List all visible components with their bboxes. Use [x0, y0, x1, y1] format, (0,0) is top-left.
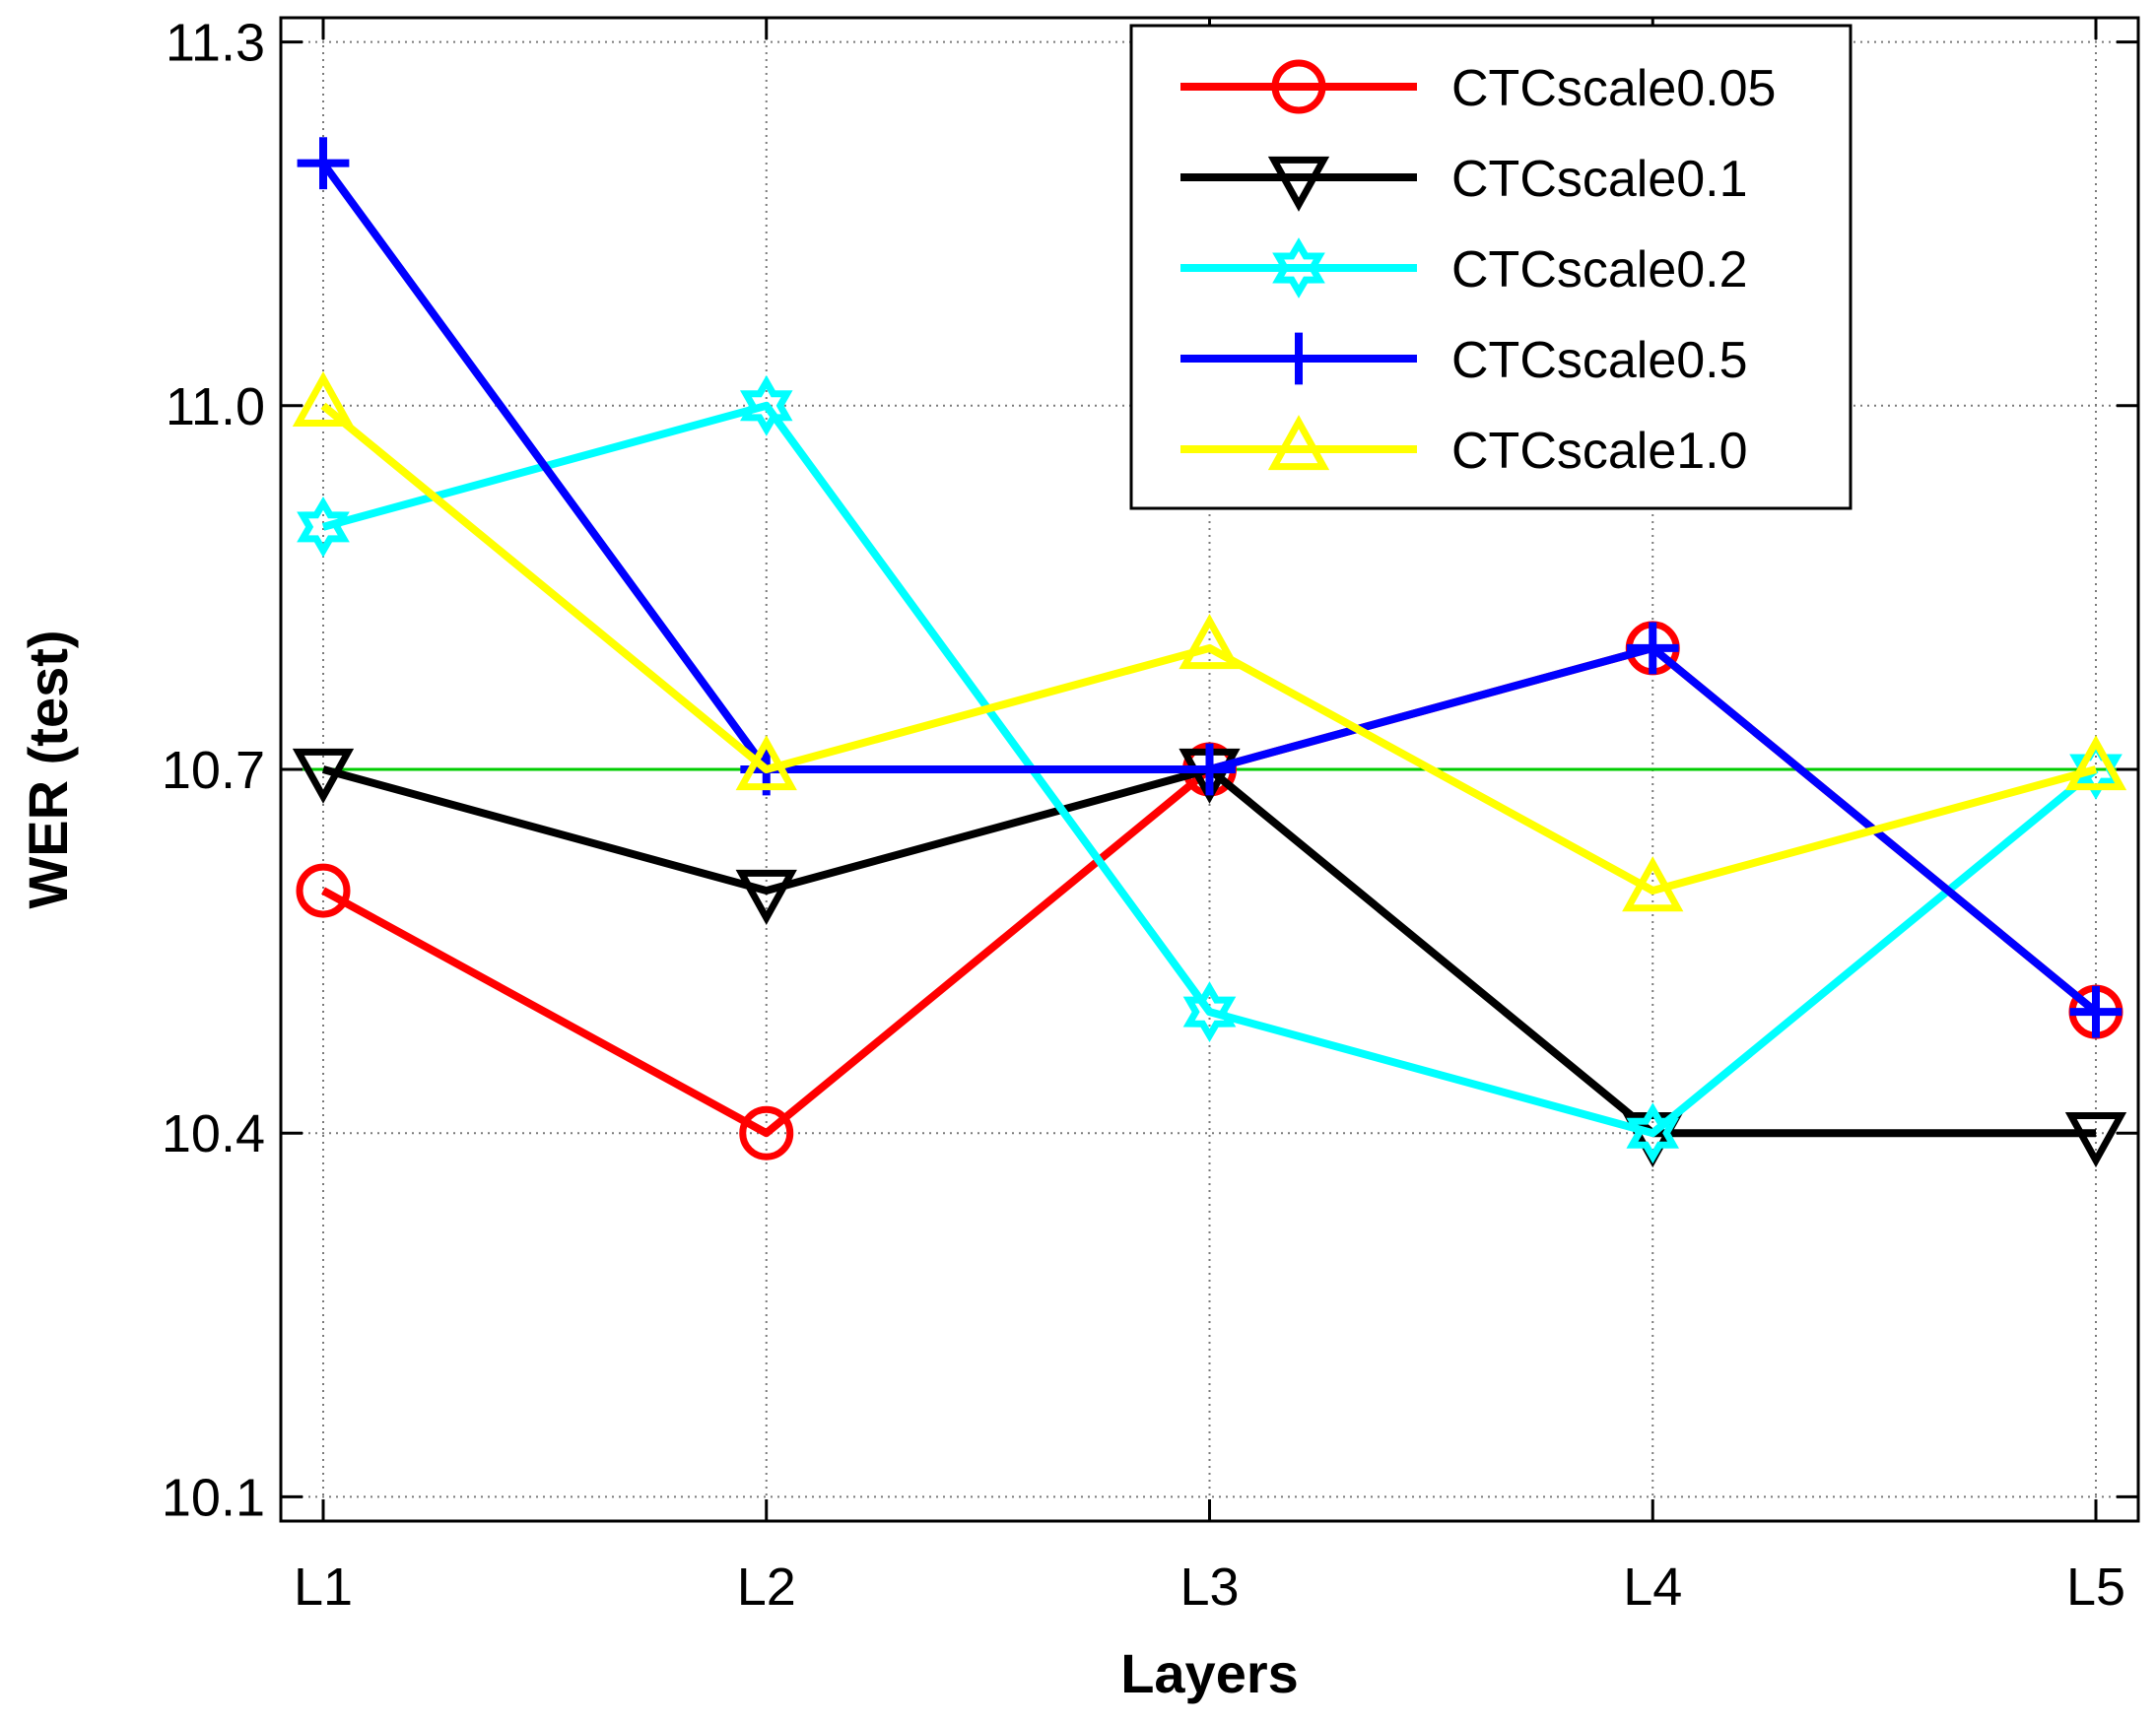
series-line — [321, 765, 2096, 1138]
plus-marker — [1183, 743, 1236, 796]
plus-marker — [297, 137, 350, 190]
y-tick-label: 11.3 — [166, 14, 265, 73]
circle-marker — [1271, 59, 1326, 114]
series-CTCscale0.2 — [297, 374, 2122, 1164]
legend-label: CTCscale0.5 — [1451, 332, 1748, 389]
series-line — [320, 402, 2098, 895]
hexagram-marker — [1626, 1102, 1680, 1164]
y-tick-label: 10.1 — [162, 1468, 265, 1527]
plus-marker — [2069, 985, 2122, 1038]
plus-marker — [1626, 622, 1679, 675]
plus-marker — [1272, 332, 1325, 385]
triangle-down-marker — [2064, 1112, 2127, 1168]
triangle-up-marker — [292, 370, 355, 427]
x-tick-label: L2 — [737, 1558, 796, 1617]
triangle-up-marker — [1179, 614, 1241, 670]
legend-entry: CTCscale0.1 — [1180, 151, 1748, 212]
x-tick-label: L3 — [1179, 1558, 1239, 1617]
series-CTCscale0.05 — [296, 621, 2123, 1160]
series-line — [321, 401, 2099, 1138]
x-tick-label: L5 — [2066, 1558, 2125, 1617]
triangle-down-marker — [735, 869, 797, 925]
hexagram-marker — [1272, 237, 1325, 298]
y-tick-label: 11.0 — [166, 377, 265, 436]
triangle-up-marker — [1267, 415, 1330, 471]
y-axis-title: WER (test) — [17, 630, 79, 908]
legend-label: CTCscale0.05 — [1451, 60, 1776, 117]
triangle-down-marker — [292, 748, 355, 804]
circle-marker — [296, 863, 351, 918]
axes: L1 L2 L3 L4 L5 10.1 10.4 10.7 11.0 11.3 — [162, 14, 2138, 1617]
legend-entry: CTCscale0.5 — [1180, 332, 1748, 389]
x-tick-label: L1 — [294, 1558, 353, 1617]
series-layer — [292, 137, 2127, 1168]
legend-entry: CTCscale1.0 — [1180, 415, 1748, 480]
hexagram-marker — [297, 496, 350, 558]
triangle-up-marker — [1622, 856, 1684, 912]
hexagram-marker — [739, 374, 793, 436]
legend-entry: CTCscale0.05 — [1180, 59, 1776, 117]
triangle-up-marker — [735, 735, 797, 791]
hexagram-marker — [2069, 739, 2122, 800]
x-tick-label: L4 — [1623, 1558, 1682, 1617]
circle-marker — [739, 1105, 794, 1160]
triangle-down-marker — [1267, 156, 1330, 212]
hexagram-marker — [1182, 981, 1237, 1043]
series-CTCscale1.0 — [292, 370, 2127, 912]
legend: CTCscale0.05 CTCscale0.1 CTCscale0.2 CTCsca… — [1129, 24, 1853, 510]
x-axis-title: Layers — [1120, 1642, 1299, 1704]
legend-label: CTCscale1.0 — [1451, 423, 1748, 480]
triangle-up-marker — [2064, 735, 2127, 791]
y-tick-label: 10.7 — [162, 741, 265, 800]
legend-entry: CTCscale0.2 — [1180, 237, 1748, 298]
y-tick-label: 10.4 — [162, 1104, 265, 1163]
legend-label: CTCscale0.1 — [1451, 151, 1748, 208]
legend-label: CTCscale0.2 — [1451, 241, 1748, 298]
